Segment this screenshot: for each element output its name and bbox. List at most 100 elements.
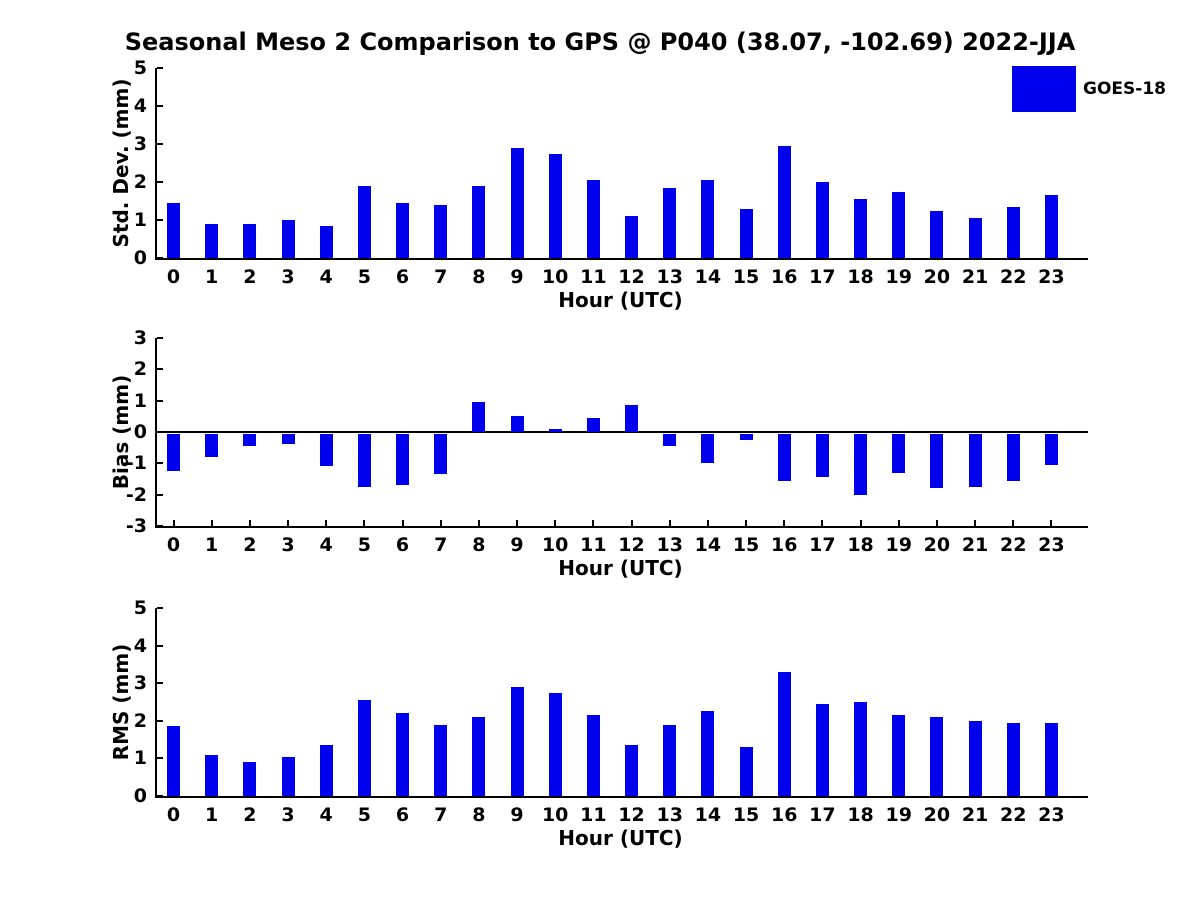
x-tick-label: 14 — [694, 266, 722, 288]
bar-hour-11 — [586, 715, 600, 796]
x-axis-spine — [155, 526, 1088, 528]
bar-hour-11 — [586, 180, 600, 258]
x-tick — [668, 520, 671, 526]
y-tick — [157, 757, 163, 760]
bar-hour-14 — [701, 433, 715, 464]
bar-hour-16 — [777, 145, 791, 258]
x-tick — [439, 520, 442, 526]
bar-hour-11 — [586, 417, 600, 432]
y-tick — [157, 181, 163, 183]
x-tick-label: 5 — [357, 266, 371, 288]
bar-hour-3 — [281, 756, 295, 796]
x-tick-label: 2 — [243, 266, 257, 288]
bar-hour-12 — [625, 216, 639, 258]
bar-hour-16 — [777, 671, 791, 796]
y-tick-label: -2 — [125, 483, 147, 506]
x-tick-label: 8 — [472, 804, 486, 826]
x-tick-label: 18 — [847, 804, 874, 826]
bar-hour-1 — [205, 754, 219, 796]
bar-hour-22 — [1006, 722, 1020, 796]
bar-hour-9 — [510, 416, 524, 432]
x-tick-label: 15 — [732, 266, 760, 288]
bar-hour-15 — [739, 433, 753, 440]
bar-hour-5 — [357, 700, 371, 796]
y-tick — [157, 67, 163, 69]
x-tick-label: 18 — [847, 534, 874, 556]
x-tick-label: 13 — [656, 266, 683, 288]
bar-hour-3 — [281, 433, 295, 445]
bar-hour-7 — [434, 724, 448, 796]
x-tick-label: 5 — [357, 534, 371, 556]
bar-hour-13 — [663, 187, 677, 258]
x-tick — [706, 520, 709, 526]
x-axis-label: Hour (UTC) — [558, 556, 683, 580]
x-tick-label: 4 — [319, 266, 333, 288]
x-tick-label: 18 — [847, 266, 874, 288]
legend-label: GOES-18 — [1083, 79, 1166, 99]
bar-hour-7 — [434, 433, 448, 475]
bar-hour-15 — [739, 208, 753, 258]
x-tick — [1012, 520, 1015, 526]
y-axis-label: Std. Dev. (mm) — [109, 78, 133, 248]
bar-hour-8 — [472, 402, 486, 432]
bar-hour-2 — [243, 223, 257, 258]
bar-hour-14 — [701, 711, 715, 796]
x-tick-label: 11 — [580, 804, 607, 826]
bar-hour-6 — [396, 202, 410, 258]
bar-hour-1 — [205, 223, 219, 258]
y-axis-label: Bias (mm) — [109, 374, 133, 490]
x-tick-label: 16 — [770, 266, 798, 288]
x-tick — [630, 520, 633, 526]
y-tick — [157, 493, 163, 496]
bar-hour-10 — [548, 153, 562, 258]
bar-hour-19 — [892, 433, 906, 473]
x-axis-label: Hour (UTC) — [558, 288, 683, 312]
x-axis-label: Hour (UTC) — [558, 826, 683, 850]
bar-hour-13 — [663, 433, 677, 447]
x-tick-label: 8 — [472, 534, 486, 556]
x-tick — [363, 520, 366, 526]
x-tick-label: 11 — [580, 534, 607, 556]
y-tick — [157, 143, 163, 145]
y-tick-label: 4 — [133, 634, 147, 657]
bar-hour-0 — [167, 202, 180, 258]
x-tick — [287, 520, 289, 526]
y-tick-label: 2 — [133, 709, 147, 732]
x-tick-label: 19 — [885, 266, 912, 288]
x-tick-label: 20 — [923, 534, 951, 556]
bar-hour-0 — [167, 433, 180, 472]
bar-hour-21 — [968, 433, 982, 487]
bar-hour-17 — [815, 433, 829, 478]
x-tick-label: 3 — [281, 266, 295, 288]
x-tick — [897, 520, 900, 526]
x-tick-label: 9 — [510, 534, 524, 556]
x-tick-label: 5 — [357, 804, 371, 826]
chart-title: Seasonal Meso 2 Comparison to GPS @ P040… — [124, 28, 1076, 56]
x-tick-label: 1 — [205, 534, 219, 556]
bar-hour-20 — [930, 210, 944, 258]
bar-hour-19 — [892, 191, 906, 258]
x-tick — [477, 520, 480, 526]
x-tick — [935, 520, 938, 526]
x-tick-label: 11 — [580, 266, 607, 288]
y-axis-spine — [155, 608, 157, 798]
x-tick-label: 14 — [694, 804, 722, 826]
bar-hour-4 — [319, 433, 333, 467]
y-tick-label: 0 — [133, 785, 147, 807]
y-tick-label: -1 — [125, 452, 147, 475]
x-tick-label: 4 — [319, 804, 333, 826]
x-tick-label: 21 — [961, 804, 989, 826]
x-tick-label: 0 — [166, 804, 181, 826]
x-tick-label: 15 — [732, 534, 760, 556]
bar-hour-18 — [854, 702, 868, 796]
x-tick-label: 0 — [166, 266, 181, 288]
y-tick-label: 2 — [133, 171, 147, 193]
x-tick — [592, 520, 595, 526]
x-tick — [1050, 520, 1053, 526]
y-axis-spine — [155, 68, 157, 260]
x-tick-label: 15 — [732, 804, 760, 826]
x-tick-label: 12 — [618, 266, 645, 288]
bar-hour-6 — [396, 433, 410, 486]
x-tick — [210, 520, 213, 526]
x-tick-label: 7 — [434, 534, 448, 556]
